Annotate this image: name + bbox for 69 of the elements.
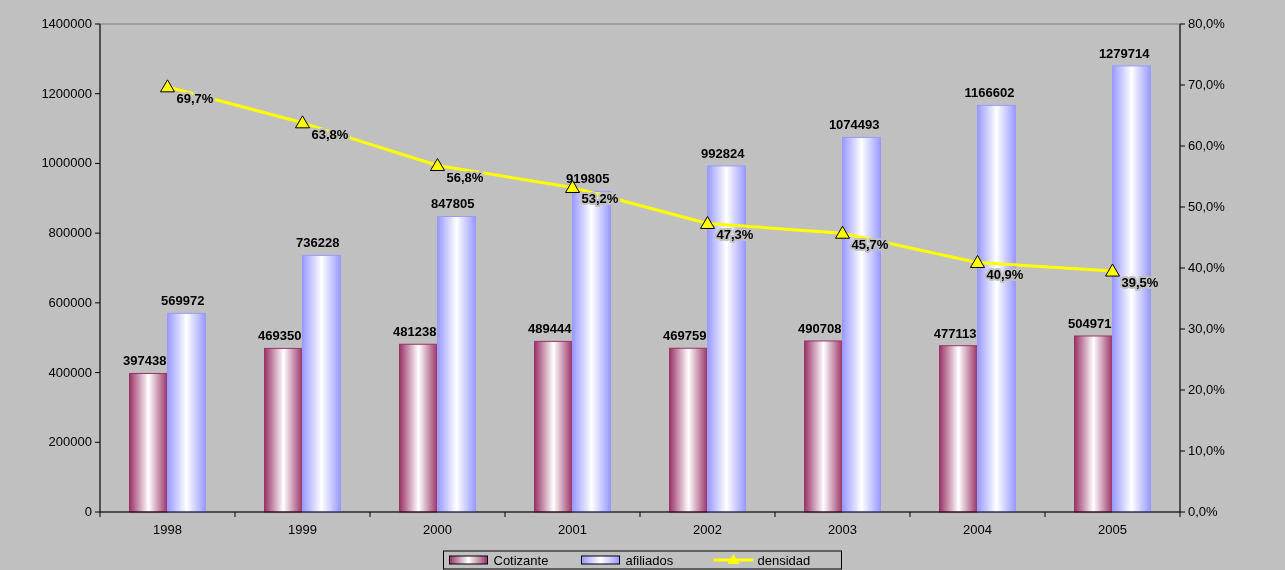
- data-label: 477113: [933, 325, 977, 341]
- point: [970, 255, 985, 269]
- y2-tick-label: 20,0%: [1188, 382, 1226, 397]
- data-label: 481238: [393, 324, 437, 340]
- x-tick-label: 1998: [153, 522, 182, 537]
- point: [700, 215, 715, 229]
- y-tick-label: 600000: [48, 294, 92, 310]
- bar: [167, 312, 206, 513]
- point: [835, 225, 850, 239]
- x-tick-label: 2004: [963, 522, 992, 537]
- bar: [399, 343, 438, 513]
- data-label: 992824: [701, 145, 746, 161]
- data-label: 1074493: [828, 117, 880, 133]
- data-label: 69,7%: [176, 90, 214, 106]
- bar: [302, 254, 341, 513]
- y-tick-label: 1200000: [41, 85, 92, 101]
- point: [1105, 263, 1120, 277]
- data-label: 919805: [566, 171, 610, 187]
- x-tick-label: 2002: [693, 522, 722, 537]
- bar: [804, 340, 843, 513]
- x-tick-label: 2000: [423, 522, 452, 537]
- bar: [264, 347, 303, 513]
- x-tick-label: 2005: [1098, 522, 1127, 537]
- point: [430, 158, 445, 172]
- y-tick-label: 0: [84, 504, 92, 519]
- data-label: 45,7%: [851, 237, 889, 253]
- data-label: 504971: [1068, 315, 1112, 331]
- data-label: 40,9%: [986, 266, 1024, 282]
- bar: [939, 345, 978, 513]
- y2-tick-label: 80,0%: [1188, 16, 1226, 31]
- data-label: 1166602: [964, 85, 1015, 101]
- y-tick-label: 1000000: [41, 155, 92, 171]
- data-label: 397438: [123, 353, 167, 369]
- y2-tick-label: 60,0%: [1188, 138, 1226, 153]
- data-label: 469759: [663, 328, 707, 344]
- point: [295, 115, 310, 129]
- y2-tick-label: 0,0%: [1188, 504, 1219, 519]
- bar: [534, 340, 573, 513]
- y2-tick-label: 70,0%: [1188, 77, 1226, 92]
- data-label: 847805: [431, 196, 475, 212]
- data-label: 39,5%: [1121, 275, 1159, 291]
- legend-label: densidad: [757, 553, 811, 568]
- x-tick-label: 1999: [288, 522, 317, 537]
- y-tick-label: 1400000: [41, 16, 92, 31]
- bar: [1074, 335, 1113, 513]
- data-label: 489444: [528, 321, 573, 337]
- bar: [669, 347, 708, 513]
- data-label: 56,8%: [446, 169, 484, 185]
- y-tick-label: 400000: [48, 364, 92, 380]
- data-label: 53,2%: [581, 191, 619, 207]
- legend-label: Cotizante: [493, 553, 549, 568]
- y2-tick-label: 10,0%: [1188, 443, 1226, 458]
- y2-tick-label: 50,0%: [1188, 199, 1226, 214]
- x-tick-label: 2001: [558, 522, 587, 537]
- y-tick-label: 200000: [48, 434, 92, 450]
- data-label: 47,3%: [716, 227, 754, 243]
- data-label: 490708: [798, 320, 842, 336]
- y2-tick-label: 40,0%: [1188, 260, 1226, 275]
- bar: [129, 372, 168, 513]
- y2-tick-label: 30,0%: [1188, 321, 1226, 336]
- data-label: 1279714: [1098, 45, 1151, 61]
- data-label: 469350: [258, 328, 302, 344]
- data-label: 569972: [161, 293, 205, 309]
- x-tick-label: 2003: [828, 522, 857, 537]
- point: [160, 79, 175, 93]
- y-tick-label: 800000: [48, 225, 92, 241]
- bar: [437, 215, 476, 513]
- legend-label: afiliados: [625, 553, 674, 568]
- data-label: 736228: [296, 235, 340, 251]
